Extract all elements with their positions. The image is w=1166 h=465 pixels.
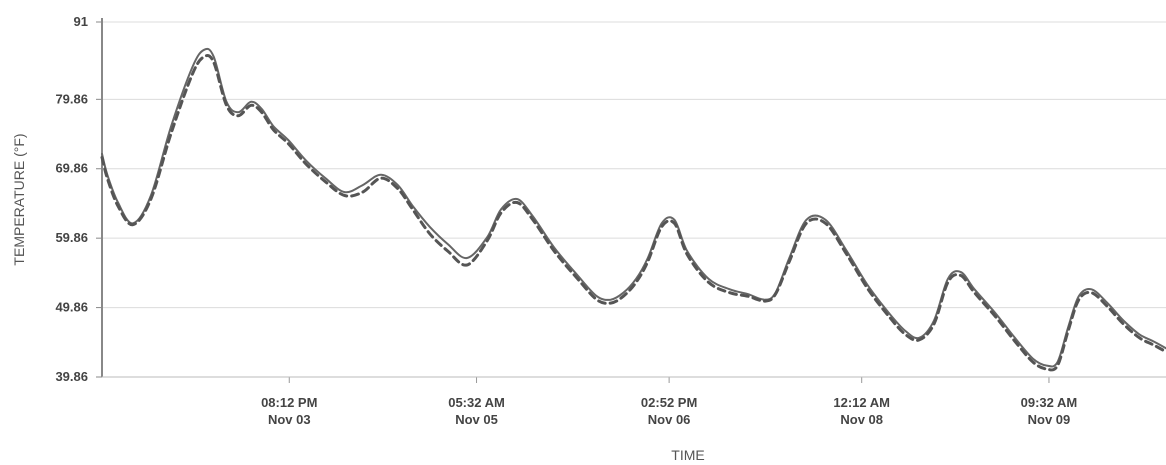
y-axis-title: TEMPERATURE (°F) <box>11 133 27 265</box>
x-tick-date-label: Nov 08 <box>840 412 883 427</box>
x-tick-time-label: 05:32 AM <box>448 395 505 410</box>
x-tick-date-label: Nov 09 <box>1028 412 1071 427</box>
x-tick-date-label: Nov 03 <box>268 412 311 427</box>
x-axis-ticks: 08:12 PM Nov 03 05:32 AM Nov 05 02:52 PM Nov … <box>261 377 1077 427</box>
y-axis-ticks: 39.86 49.86 59.86 69.86 79.86 91 <box>55 14 102 384</box>
x-tick-date-label: Nov 06 <box>648 412 691 427</box>
dashed-series-line <box>102 55 1166 370</box>
x-tick-time-label: 12:12 AM <box>833 395 890 410</box>
x-axis-title: TIME <box>671 447 704 463</box>
y-tick-label: 59.86 <box>55 230 88 245</box>
x-tick-time-label: 02:52 PM <box>641 395 697 410</box>
y-tick-label: 49.86 <box>55 300 88 315</box>
series-lines <box>102 49 1166 370</box>
solid-series-line <box>102 49 1166 367</box>
x-tick-date-label: Nov 05 <box>455 412 498 427</box>
x-tick-time-label: 09:32 AM <box>1021 395 1078 410</box>
y-tick-label: 69.86 <box>55 161 88 176</box>
x-tick-time-label: 08:12 PM <box>261 395 317 410</box>
grid-lines <box>102 22 1166 377</box>
y-tick-label: 79.86 <box>55 91 88 106</box>
y-tick-label: 91 <box>74 14 88 29</box>
y-tick-label: 39.86 <box>55 369 88 384</box>
